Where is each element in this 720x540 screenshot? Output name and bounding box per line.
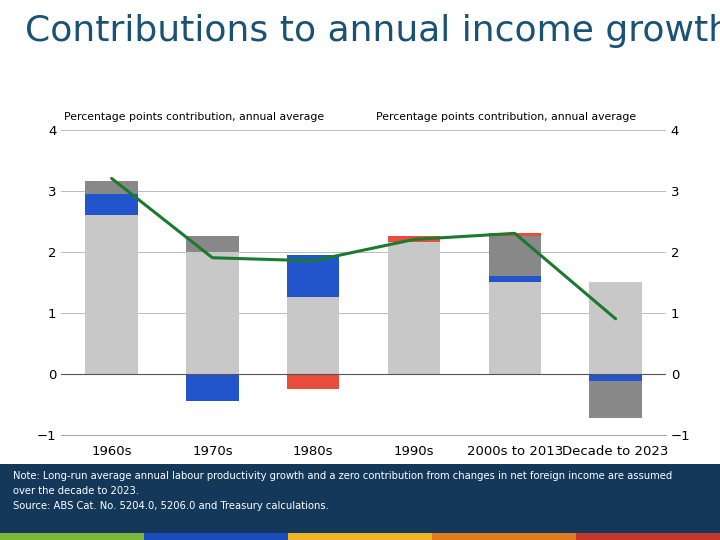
Text: Percentage points contribution, annual average: Percentage points contribution, annual a… [64, 112, 324, 122]
Bar [590, 381, 642, 417]
Bar [287, 255, 339, 298]
Bar [489, 237, 541, 276]
Bar [0, 529, 144, 540]
Legend: Net foreign income, Labour productivity, Labour utilisation, Terms of trade, GNI: Net foreign income, Labour productivity,… [36, 466, 691, 488]
Text: Contributions to annual income growth: Contributions to annual income growth [25, 14, 720, 48]
Text: Note: Long-run average annual labour productivity growth and a zero contribution: Note: Long-run average annual labour pro… [13, 471, 672, 511]
Bar [388, 242, 440, 374]
Bar [86, 181, 138, 194]
Bar [287, 374, 339, 389]
Bar [576, 529, 720, 540]
Bar [432, 529, 576, 540]
Bar [186, 237, 238, 252]
Bar [590, 282, 642, 374]
Text: Percentage points contribution, annual average: Percentage points contribution, annual a… [376, 112, 636, 122]
Bar [186, 374, 238, 401]
Bar [489, 276, 541, 282]
Bar [144, 529, 288, 540]
Bar [590, 374, 642, 381]
Bar [388, 237, 440, 242]
Bar [86, 194, 138, 215]
Bar [489, 233, 541, 237]
Bar [288, 529, 432, 540]
Bar [287, 298, 339, 374]
Bar [86, 215, 138, 374]
Bar [186, 252, 238, 374]
Bar [489, 282, 541, 374]
